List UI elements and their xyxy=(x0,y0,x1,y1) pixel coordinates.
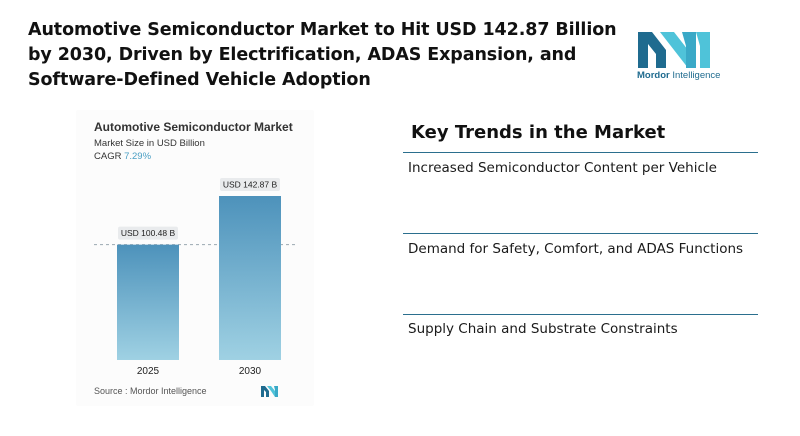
data-label: USD 142.87 B xyxy=(223,180,278,190)
trend-item: Supply Chain and Substrate Constraints xyxy=(408,321,678,337)
x-tick-label: 2025 xyxy=(137,366,160,377)
chart-title: Automotive Semiconductor Market xyxy=(94,120,293,134)
data-label: USD 100.48 B xyxy=(121,228,176,238)
mordor-logo xyxy=(636,28,720,84)
chart-cagr: CAGR 7.29% xyxy=(94,151,152,162)
cagr-value: 7.29% xyxy=(124,151,152,162)
trend-divider xyxy=(403,314,758,315)
chart-subtitle: Market Size in USD Billion xyxy=(94,138,205,149)
trends-title: Key Trends in the Market xyxy=(411,122,666,143)
bar xyxy=(117,244,179,360)
x-tick-label: 2030 xyxy=(239,366,262,377)
chart-source: Source : Mordor Intelligence xyxy=(94,386,207,396)
trend-item: Demand for Safety, Comfort, and ADAS Fun… xyxy=(408,241,744,257)
data-label-bg xyxy=(118,226,178,240)
trend-item: Increased Semiconductor Content per Vehi… xyxy=(408,160,717,176)
trend-divider xyxy=(403,233,758,234)
headline: Automotive Semiconductor Market to Hit U… xyxy=(28,20,617,90)
source-logo-icon xyxy=(261,384,281,402)
logo-wordmark: Mordor Intelligence xyxy=(637,70,721,81)
bar xyxy=(219,196,281,360)
data-label-bg xyxy=(220,178,280,191)
bar-chart: USD 100.48 B 2025 USD 142.87 B 2030 xyxy=(94,178,298,377)
trend-divider xyxy=(403,152,758,153)
